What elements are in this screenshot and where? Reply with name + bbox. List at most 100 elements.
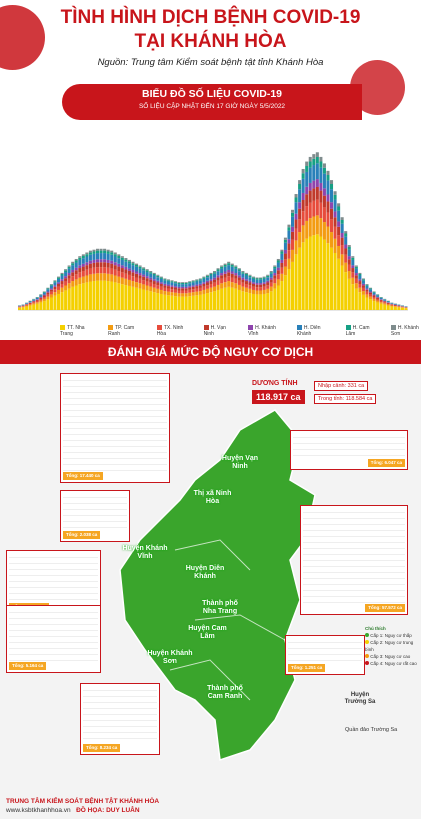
legend-swatch bbox=[203, 325, 209, 331]
bar-segment bbox=[312, 235, 316, 310]
bar-segment bbox=[305, 206, 309, 221]
bar-segment bbox=[81, 271, 85, 277]
bar-segment bbox=[113, 262, 117, 266]
bar-segment bbox=[64, 272, 68, 277]
bar-segment bbox=[18, 307, 22, 310]
bar-segment bbox=[177, 282, 181, 284]
bar-segment bbox=[361, 280, 365, 284]
bar-segment bbox=[159, 293, 163, 310]
bar-segment bbox=[269, 282, 273, 287]
bar-segment bbox=[376, 295, 380, 297]
positive-value: 118.917 ca bbox=[252, 390, 305, 404]
bar-segment bbox=[280, 251, 284, 254]
legend-item: H. Khánh Vĩnh bbox=[248, 325, 279, 337]
imported-count: Nhập cảnh: 331 ca bbox=[314, 381, 369, 391]
bar-segment bbox=[312, 180, 316, 189]
bar-segment bbox=[71, 276, 75, 282]
bar-segment bbox=[195, 279, 199, 281]
bar-segment bbox=[127, 270, 131, 275]
bar-segment bbox=[361, 283, 365, 286]
bar-segment bbox=[99, 267, 103, 274]
bar-segment bbox=[152, 287, 156, 293]
bar-segment bbox=[39, 300, 43, 303]
bar-segment bbox=[49, 289, 53, 292]
bar-segment bbox=[110, 260, 114, 264]
bar-segment bbox=[319, 236, 323, 310]
bar-segment bbox=[131, 272, 135, 277]
bar-segment bbox=[230, 277, 234, 283]
bar-segment bbox=[216, 268, 220, 270]
bar-segment bbox=[205, 282, 209, 286]
bar-segment bbox=[39, 302, 43, 310]
bar-segment bbox=[53, 282, 57, 286]
bar-segment bbox=[42, 294, 46, 296]
bar-segment bbox=[149, 277, 153, 280]
bar-segment bbox=[266, 285, 270, 289]
bar-segment bbox=[149, 291, 153, 310]
bar-segment bbox=[291, 226, 295, 232]
bar-segment bbox=[386, 305, 390, 310]
bar-segment bbox=[369, 289, 373, 292]
bar-segment bbox=[259, 277, 263, 279]
bar-segment bbox=[223, 263, 227, 266]
bar-segment bbox=[106, 251, 110, 254]
bar-segment bbox=[216, 275, 220, 278]
bar-segment bbox=[85, 275, 89, 283]
bar-segment bbox=[181, 286, 185, 289]
bar-segment bbox=[177, 293, 181, 297]
bar-segment bbox=[361, 279, 365, 281]
bar-segment bbox=[351, 256, 355, 258]
bar-segment bbox=[49, 297, 53, 310]
bar-segment bbox=[25, 304, 29, 305]
bar-segment bbox=[340, 217, 344, 221]
positive-label: DƯƠNG TÍNH bbox=[252, 380, 298, 387]
bar-segment bbox=[149, 273, 153, 278]
bar-segment bbox=[163, 287, 167, 292]
bar-segment bbox=[131, 276, 135, 282]
bar-segment bbox=[78, 257, 82, 260]
bar-segment bbox=[248, 274, 252, 276]
bar-segment bbox=[344, 233, 348, 237]
footer-org: TRUNG TÂM KIỂM SOÁT BỆNH TẬT KHÁNH HÒA bbox=[6, 798, 160, 805]
bar-segment bbox=[191, 280, 195, 282]
bar-segment bbox=[177, 283, 181, 285]
bar-segment bbox=[106, 281, 110, 310]
bar-segment bbox=[28, 303, 32, 305]
bar-segment bbox=[273, 278, 277, 284]
bar-segment bbox=[81, 258, 85, 264]
commune-list bbox=[9, 607, 98, 661]
bar-segment bbox=[78, 265, 82, 269]
bar-segment bbox=[404, 308, 408, 310]
bar-segment bbox=[276, 285, 280, 310]
bar-segment bbox=[252, 289, 256, 294]
bar-segment bbox=[276, 274, 280, 280]
risk-level-1: Cấp 1: Nguy cơ thấp bbox=[365, 632, 420, 639]
bar-segment bbox=[152, 284, 156, 288]
bar-segment bbox=[259, 278, 263, 280]
bar-segment bbox=[74, 285, 78, 310]
bar-segment bbox=[358, 281, 362, 285]
bar-segment bbox=[71, 265, 75, 270]
bar-segment bbox=[99, 273, 103, 281]
bar-segment bbox=[32, 302, 36, 304]
bar-segment bbox=[308, 202, 312, 219]
bar-segment bbox=[358, 284, 362, 288]
bar-segment bbox=[209, 287, 213, 293]
bar-segment bbox=[53, 280, 57, 282]
bar-segment bbox=[244, 279, 248, 282]
bar-segment bbox=[216, 280, 220, 285]
bar-segment bbox=[64, 270, 68, 273]
bar-segment bbox=[191, 282, 195, 286]
bar-segment bbox=[103, 259, 107, 263]
bar-segment bbox=[294, 228, 298, 241]
bar-segment bbox=[198, 294, 202, 310]
bar-segment bbox=[127, 259, 131, 262]
bar-segment bbox=[273, 268, 277, 274]
bar-segment bbox=[135, 282, 139, 288]
bar-segment bbox=[88, 260, 92, 264]
bar-segment bbox=[241, 286, 245, 292]
bar-segment bbox=[103, 253, 107, 260]
bar-segment bbox=[92, 251, 96, 254]
bar-segment bbox=[170, 289, 174, 293]
bar-segment bbox=[397, 307, 401, 310]
